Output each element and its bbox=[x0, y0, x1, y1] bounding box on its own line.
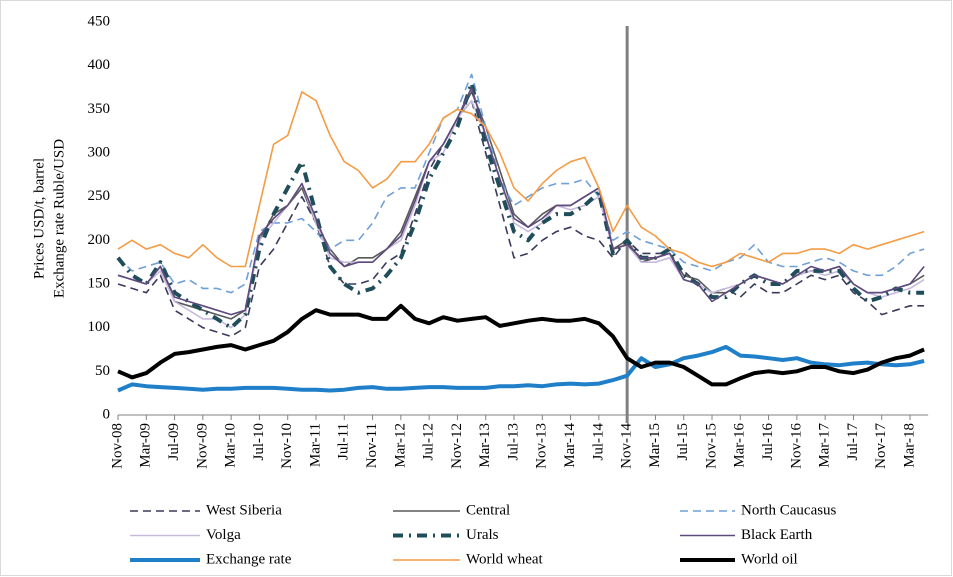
x-tick-label: Jul-16 bbox=[760, 423, 776, 461]
y-tick-label: 250 bbox=[88, 188, 111, 204]
series-line bbox=[117, 91, 925, 268]
x-tick-label: Jul-09 bbox=[166, 423, 182, 461]
y-tick-label: 350 bbox=[88, 101, 111, 117]
legend-label: West Siberia bbox=[206, 502, 282, 518]
x-tick-label: Nov-15 bbox=[703, 423, 719, 469]
y-axis-label: Prices USD/t, barrel Exchange rate Ruble/… bbox=[31, 139, 67, 298]
x-tick-label: Mar-13 bbox=[477, 423, 493, 468]
x-tick-label: Nov-12 bbox=[449, 423, 465, 469]
y-tick-label: 400 bbox=[88, 57, 111, 73]
x-tick-label: Nov-11 bbox=[364, 423, 380, 468]
x-tick-label: Jul-10 bbox=[251, 423, 267, 461]
legend-label: Urals bbox=[466, 527, 499, 543]
legend-label: Exchange rate bbox=[206, 551, 292, 567]
x-tick-label: Nov-17 bbox=[873, 423, 889, 469]
y-axis-label-line: Prices USD/t, barrel bbox=[31, 158, 47, 279]
x-tick-label: Mar-16 bbox=[732, 423, 748, 468]
x-tick-label: Nov-08 bbox=[109, 423, 125, 469]
x-tick-label: Nov-10 bbox=[279, 423, 295, 469]
x-tick-label: Jul-15 bbox=[675, 423, 691, 461]
x-tick-label: Mar-14 bbox=[562, 423, 578, 468]
legend-label: World wheat bbox=[466, 551, 544, 567]
y-tick-label: 100 bbox=[88, 319, 111, 335]
y-tick-label: 0 bbox=[103, 406, 111, 422]
x-tick-label: Nov-09 bbox=[194, 423, 210, 469]
x-tick-label: Mar-18 bbox=[901, 423, 917, 468]
legend-label: Black Earth bbox=[741, 527, 813, 543]
x-tick-label: Nov-14 bbox=[619, 423, 635, 469]
x-tick-label: Nov-13 bbox=[534, 423, 550, 469]
series-line bbox=[116, 81, 925, 330]
series-line bbox=[117, 303, 925, 387]
y-tick-label: 450 bbox=[88, 13, 111, 29]
x-tick-label: Nov-16 bbox=[788, 423, 804, 469]
legend-label: World oil bbox=[741, 551, 798, 567]
x-tick-label: Mar-11 bbox=[307, 423, 323, 467]
x-tick-label: Jul-12 bbox=[421, 423, 437, 461]
legend-label: Central bbox=[466, 502, 510, 518]
x-tick-label: Jul-14 bbox=[590, 423, 606, 461]
x-tick-label: Mar-17 bbox=[817, 423, 833, 468]
y-axis-label-line: Exchange rate Ruble/USD bbox=[51, 139, 67, 298]
x-tick-label: Mar-10 bbox=[223, 423, 239, 468]
y-tick-label: 300 bbox=[88, 144, 111, 160]
series-line bbox=[117, 73, 925, 294]
legend-label: North Caucasus bbox=[741, 502, 837, 518]
x-tick-label: Jul-11 bbox=[336, 423, 352, 460]
series-line bbox=[117, 344, 925, 393]
x-tick-label: Mar-09 bbox=[138, 423, 154, 468]
y-tick-label: 50 bbox=[95, 363, 110, 379]
series-line bbox=[117, 86, 925, 316]
x-tick-label: Jul-17 bbox=[845, 423, 861, 461]
x-tick-label: Mar-15 bbox=[647, 423, 663, 468]
x-tick-label: Jul-13 bbox=[505, 423, 521, 461]
y-tick-label: 200 bbox=[88, 232, 111, 248]
legend-label: Volga bbox=[206, 527, 241, 543]
y-tick-label: 150 bbox=[88, 275, 111, 291]
series-line bbox=[117, 99, 925, 338]
x-tick-label: Mar-12 bbox=[392, 423, 408, 468]
